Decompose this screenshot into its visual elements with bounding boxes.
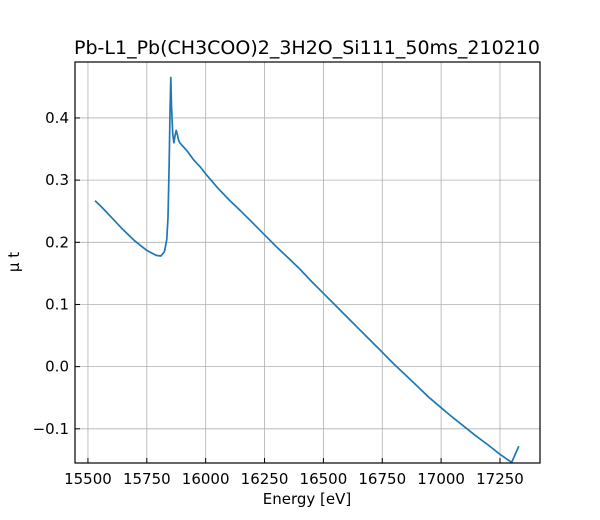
x-axis-title: Energy [eV]: [263, 490, 351, 508]
x-tick-label: 16500: [300, 470, 348, 488]
x-tick-label: 16000: [182, 470, 230, 488]
chart-title: Pb-L1_Pb(CH3COO)2_3H2O_Si111_50ms_210210: [74, 37, 540, 59]
x-tick-label: 17250: [476, 470, 524, 488]
y-tick-label: 0.3: [45, 171, 69, 189]
y-tick-label: 0.4: [45, 109, 69, 127]
grid: [75, 62, 540, 463]
x-tick-label: 16750: [358, 470, 406, 488]
y-tick-label: 0.2: [45, 233, 69, 251]
series-layer: [94, 76, 520, 464]
x-tick-label: 17000: [417, 470, 465, 488]
x-tick-label: 15500: [64, 470, 112, 488]
ticks: 15500 15750 16000 16250 16500 16750 17000 17250…: [33, 109, 524, 488]
plot-frame: [74, 61, 541, 464]
y-tick-label: 0.0: [45, 358, 69, 376]
y-axis-title: μ t: [5, 252, 23, 272]
y-tick-label: 0.1: [45, 295, 69, 313]
x-tick-label: 15750: [123, 470, 171, 488]
x-tick-label: 16250: [241, 470, 289, 488]
y-tick-label: −0.1: [33, 420, 69, 438]
series-line-0: [94, 76, 520, 464]
